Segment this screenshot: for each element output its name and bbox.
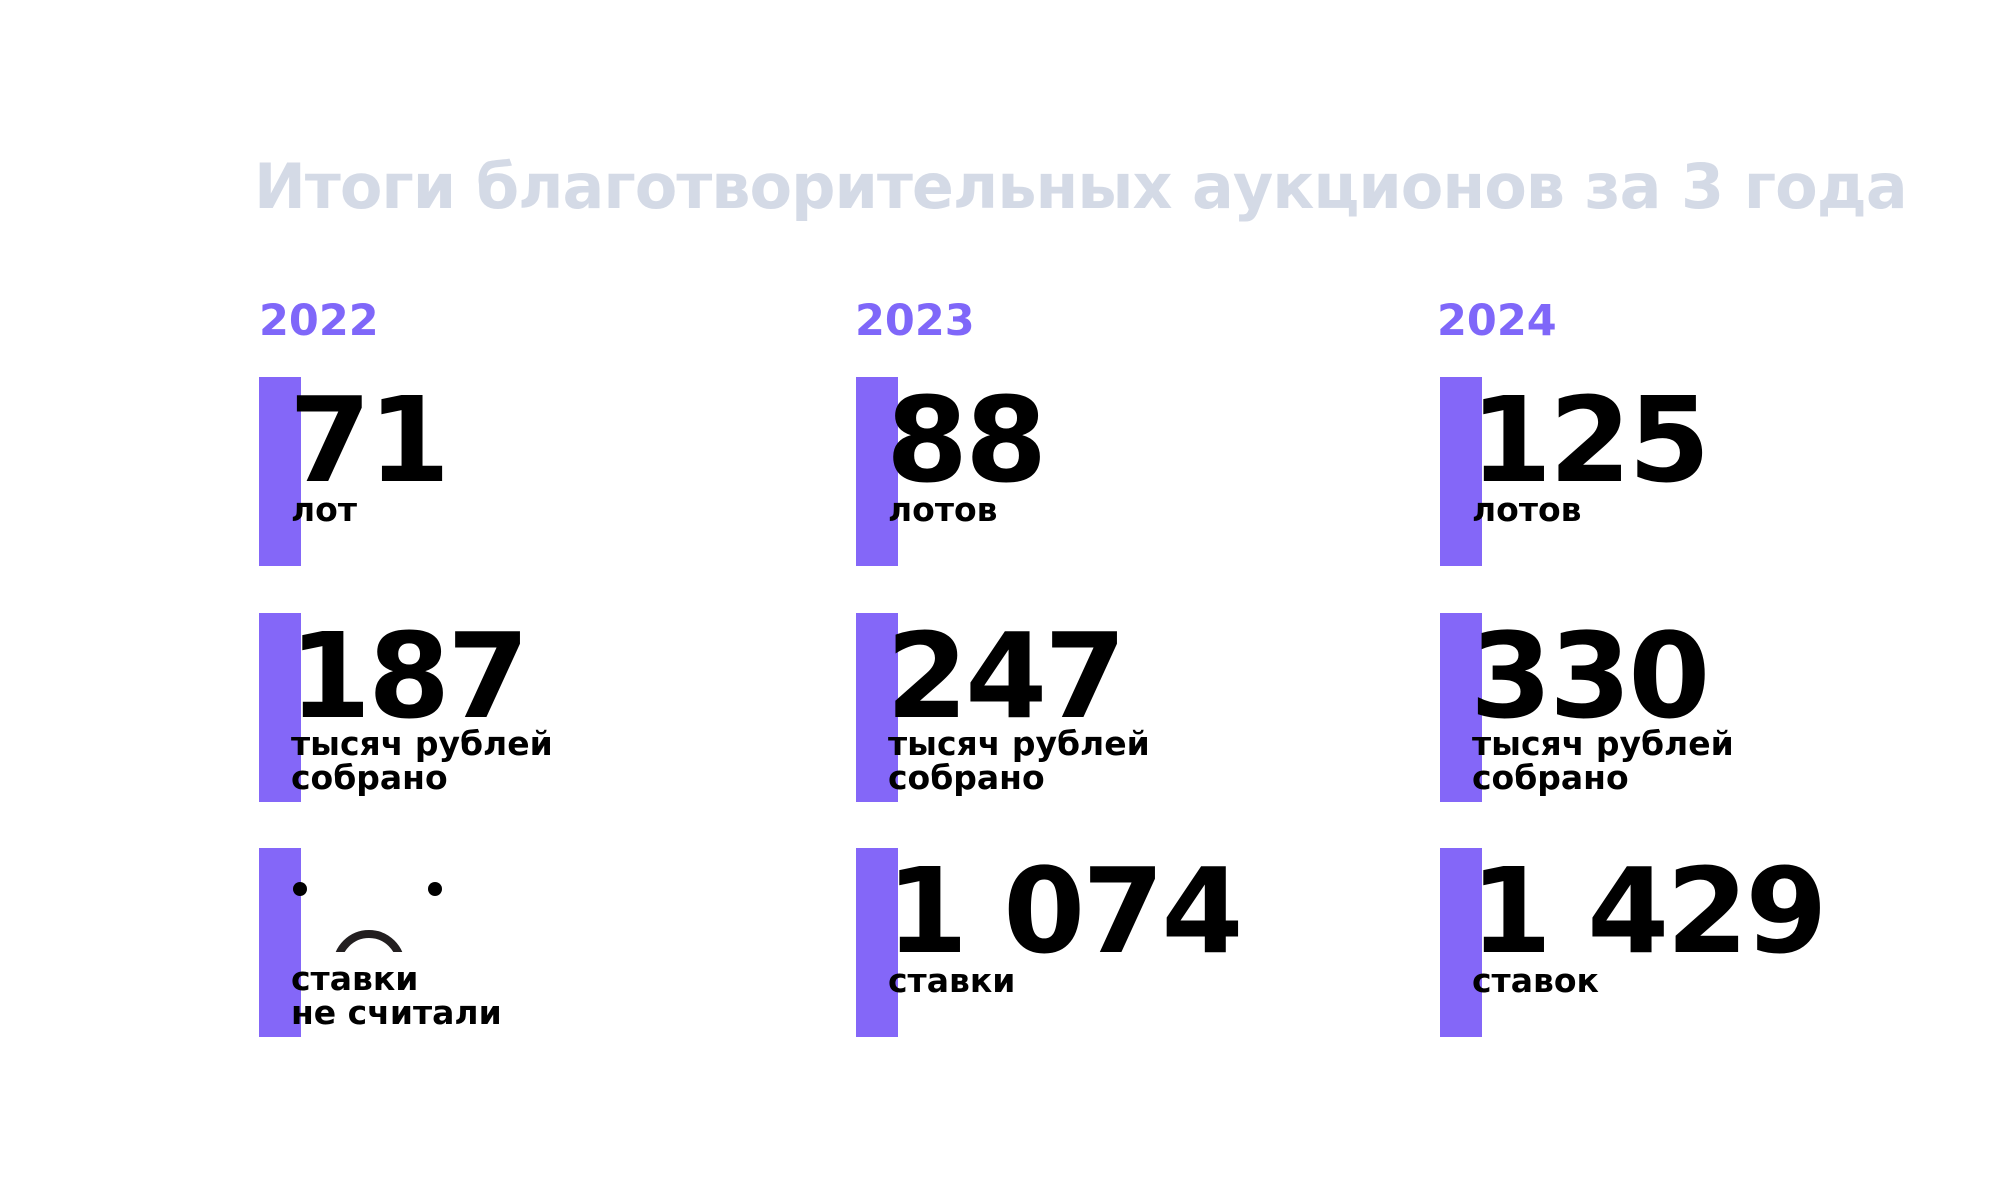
bids-2023-stat: 1 074 ставки bbox=[856, 848, 1416, 1037]
lots-2023-value: 88 bbox=[886, 371, 1047, 509]
bids-2022-label-line1: ставки bbox=[291, 959, 419, 998]
bids-2023-value: 1 074 bbox=[886, 842, 1243, 980]
lots-2022-stat: 71 лот bbox=[259, 377, 819, 566]
bids-2022-label-line2: не считали bbox=[291, 993, 502, 1032]
accent-bar bbox=[1440, 613, 1482, 802]
accent-bar bbox=[1440, 848, 1482, 1037]
lots-2024-value: 125 bbox=[1470, 371, 1710, 509]
accent-bar bbox=[259, 848, 301, 1037]
money-2024-label-line1: тысяч рублей bbox=[1472, 724, 1734, 763]
bids-2024-value: 1 429 bbox=[1470, 842, 1827, 980]
accent-bar bbox=[856, 613, 898, 802]
money-2022-stat: 187 тысяч рублей собрано bbox=[259, 613, 819, 802]
accent-bar bbox=[856, 377, 898, 566]
year-2022-heading: 2022 bbox=[259, 296, 379, 346]
lots-2023-label: лотов bbox=[888, 490, 998, 529]
lots-2022-value: 71 bbox=[289, 371, 450, 509]
money-2022-label-line1: тысяч рублей bbox=[291, 724, 553, 763]
money-2024-label-line2: собрано bbox=[1472, 758, 1629, 797]
money-2022-label-line2: собрано bbox=[291, 758, 448, 797]
money-2022-label: тысяч рублей собрано bbox=[291, 727, 553, 795]
money-2024-stat: 330 тысяч рублей собрано bbox=[1440, 613, 2000, 802]
lots-2024-label: лотов bbox=[1472, 490, 1582, 529]
lots-2023-stat: 88 лотов bbox=[856, 377, 1416, 566]
year-2023-heading: 2023 bbox=[855, 296, 975, 346]
year-2024-heading: 2024 bbox=[1437, 296, 1557, 346]
accent-bar bbox=[856, 848, 898, 1037]
money-2024-value: 330 bbox=[1470, 607, 1710, 745]
lots-2024-stat: 125 лотов bbox=[1440, 377, 2000, 566]
accent-bar bbox=[259, 377, 301, 566]
money-2023-stat: 247 тысяч рублей собрано bbox=[856, 613, 1416, 802]
money-2022-value: 187 bbox=[289, 607, 529, 745]
sad-face-icon bbox=[293, 882, 442, 952]
bids-2024-label: ставок bbox=[1472, 961, 1599, 1000]
accent-bar bbox=[1440, 377, 1482, 566]
lots-2022-label: лот bbox=[291, 490, 357, 529]
money-2024-label: тысяч рублей собрано bbox=[1472, 727, 1734, 795]
money-2023-value: 247 bbox=[886, 607, 1126, 745]
money-2023-label-line2: собрано bbox=[888, 758, 1045, 797]
bids-2022-stat: ставки не считали bbox=[259, 848, 819, 1037]
bids-2023-label: ставки bbox=[888, 961, 1016, 1000]
money-2023-label-line1: тысяч рублей bbox=[888, 724, 1150, 763]
page-title: Итоги благотворительных аукционов за 3 г… bbox=[254, 150, 1908, 223]
bids-2022-label: ставки не считали bbox=[291, 962, 502, 1030]
bids-2024-stat: 1 429 ставок bbox=[1440, 848, 2000, 1037]
accent-bar bbox=[259, 613, 301, 802]
money-2023-label: тысяч рублей собрано bbox=[888, 727, 1150, 795]
